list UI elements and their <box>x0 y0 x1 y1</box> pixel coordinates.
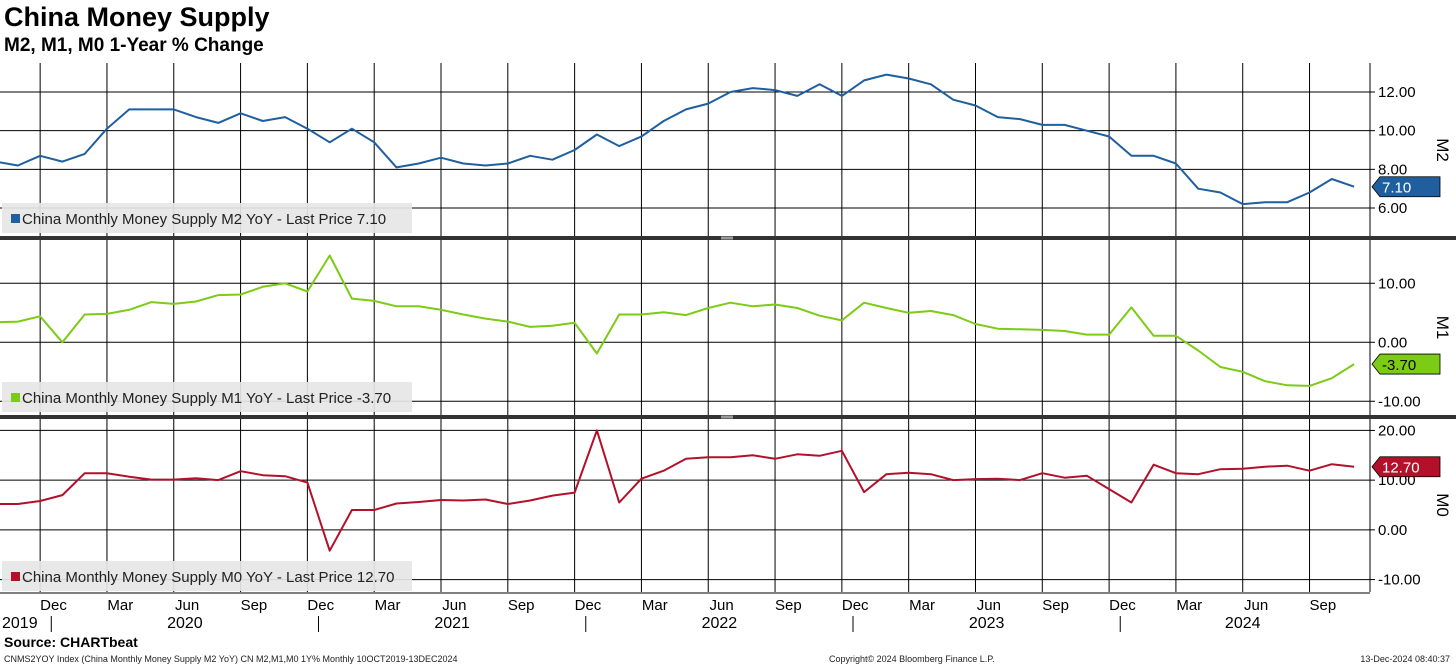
x-year-label: 2020 <box>167 615 203 632</box>
panel-separator-handle <box>721 415 733 419</box>
legend-label-m2: China Monthly Money Supply M2 YoY - Last… <box>22 211 386 228</box>
chart-title: China Money Supply <box>4 2 270 32</box>
legend-swatch-m1 <box>11 393 20 402</box>
x-tick-label: Sep <box>1042 597 1069 614</box>
y-tick-label: -10.00 <box>1378 393 1421 410</box>
y-tick-label: 6.00 <box>1378 200 1407 217</box>
x-tick-label: Dec <box>842 597 869 614</box>
legend-label-m0: China Monthly Money Supply M0 YoY - Last… <box>22 569 394 586</box>
x-tick-label: Mar <box>375 597 401 614</box>
legend-swatch-m0 <box>11 572 20 581</box>
x-tick-label: Mar <box>107 597 133 614</box>
y-tick-label: -10.00 <box>1378 572 1421 589</box>
legend-label-m1: China Monthly Money Supply M1 YoY - Last… <box>22 390 391 407</box>
x-tick-label: Jun <box>175 597 199 614</box>
x-tick-label: Dec <box>307 597 334 614</box>
series-line-m0 <box>0 429 1355 552</box>
x-tick-label: Sep <box>241 597 268 614</box>
y-tick-label: 0.00 <box>1378 334 1407 351</box>
legend-box-m2 <box>2 203 412 233</box>
y-axis-title: M1 <box>1433 316 1452 340</box>
y-tick-label: 10.00 <box>1378 123 1416 140</box>
panel-separator-handle <box>721 236 733 240</box>
last-price-flag-m2 <box>1371 176 1441 198</box>
x-tick-label: Jun <box>977 597 1001 614</box>
x-tick-label: Jun <box>710 597 734 614</box>
y-axis-title: M2 <box>1433 138 1452 162</box>
y-axis-title: M0 <box>1433 493 1452 517</box>
series-line-m2 <box>0 73 1355 206</box>
y-tick-label: 12.00 <box>1378 84 1416 101</box>
footer-timestamp: 13-Dec-2024 08:40:37 <box>1360 654 1450 664</box>
legend-swatch-m2 <box>11 214 20 223</box>
x-tick-label: Mar <box>909 597 935 614</box>
x-year-label: 2022 <box>702 615 738 632</box>
x-tick-label: Jun <box>442 597 466 614</box>
x-year-label: 2021 <box>434 615 470 632</box>
y-tick-label: 20.00 <box>1378 422 1416 439</box>
x-year-label: 2019 <box>2 615 38 632</box>
x-tick-label: Dec <box>40 597 67 614</box>
footer-copyright: Copyright© 2024 Bloomberg Finance L.P. <box>829 654 995 664</box>
legend-box-m0 <box>2 561 412 591</box>
last-price-flag-m0 <box>1371 456 1441 478</box>
x-year-label: 2024 <box>1225 615 1261 632</box>
y-tick-label: 0.00 <box>1378 522 1407 539</box>
last-price-label-m0: 12.70 <box>1382 460 1420 477</box>
footer-index-info: CNMS2YOY Index (China Monthly Money Supp… <box>4 654 458 664</box>
chart-subtitle: M2, M1, M0 1-Year % Change <box>4 35 264 56</box>
x-tick-label: Dec <box>575 597 602 614</box>
series-line-m1 <box>0 254 1355 387</box>
x-tick-label: Jun <box>1244 597 1268 614</box>
last-price-label-m2: 7.10 <box>1382 180 1411 197</box>
x-tick-label: Sep <box>508 597 535 614</box>
source-note: Source: CHARTbeat <box>4 634 138 650</box>
x-tick-label: Mar <box>1176 597 1202 614</box>
x-tick-label: Mar <box>642 597 668 614</box>
x-tick-label: Dec <box>1109 597 1136 614</box>
legend-box-m1 <box>2 382 412 412</box>
x-year-label: 2023 <box>969 615 1005 632</box>
y-tick-label: 8.00 <box>1378 161 1407 178</box>
x-tick-label: Sep <box>775 597 802 614</box>
y-tick-label: 10.00 <box>1378 275 1416 292</box>
x-tick-label: Sep <box>1310 597 1337 614</box>
last-price-flag-m1 <box>1371 353 1441 375</box>
last-price-label-m1: -3.70 <box>1382 357 1416 374</box>
